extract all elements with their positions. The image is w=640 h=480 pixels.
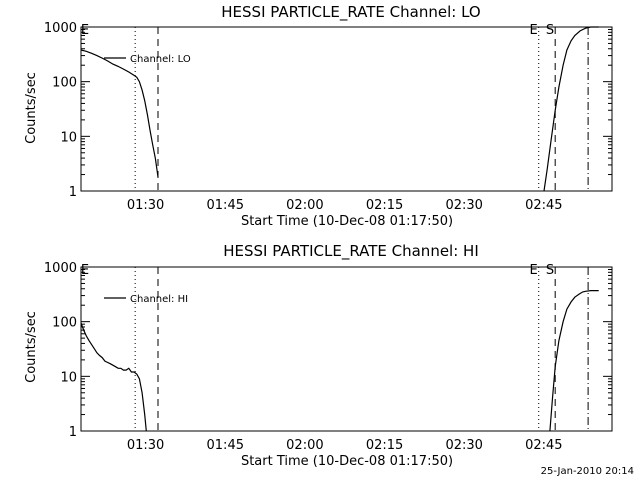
- event-marker-label: S: [546, 23, 554, 38]
- chart-marks: 1 10 100 1000 01:30 01:45 02:00 02:15 02:30 02:45…: [44, 261, 613, 453]
- panel-hi: HESSI PARTICLE_RATE Channel: HI Counts/s…: [24, 242, 613, 469]
- chart-marks: 1 10 100 1000 01:30 01:45 02:00 02:15 02:30 02:45…: [44, 21, 613, 213]
- y-axis-label: Counts/sec: [24, 311, 39, 383]
- x-axis-label: Start Time (10-Dec-08 01:17:50): [241, 454, 453, 469]
- event-marker-label: E: [530, 263, 538, 278]
- y-tick-label: 1000: [44, 261, 77, 276]
- x-tick-label: 01:45: [207, 438, 244, 453]
- y-tick-label: 100: [52, 76, 77, 91]
- x-axis-label: Start Time (10-Dec-08 01:17:50): [241, 214, 453, 229]
- x-tick-label: 02:00: [286, 198, 323, 213]
- data-series-line: [543, 26, 599, 192]
- chart-title: HESSI PARTICLE_RATE Channel: HI: [223, 242, 479, 261]
- data-series-line: [549, 290, 599, 432]
- x-tick-label: 02:15: [366, 438, 403, 453]
- plot-frame: [80, 266, 613, 432]
- x-tick-label: 02:45: [525, 438, 562, 453]
- y-axis-label: Counts/sec: [24, 72, 39, 144]
- x-tick-label: 02:30: [445, 198, 482, 213]
- chart-title: HESSI PARTICLE_RATE Channel: LO: [221, 3, 480, 22]
- y-tick-label: 10: [60, 130, 77, 145]
- event-marker-label: E: [530, 23, 538, 38]
- panel-lo: HESSI PARTICLE_RATE Channel: LO Counts/s…: [24, 3, 613, 229]
- x-tick-label: 02:00: [286, 438, 323, 453]
- event-marker-label: S: [546, 263, 554, 278]
- event-marker-label: E: [81, 263, 89, 278]
- x-tick-label: 02:45: [525, 198, 562, 213]
- x-tick-label: 02:30: [445, 438, 482, 453]
- data-series-line: [80, 49, 159, 178]
- plot-frame: [80, 26, 613, 192]
- legend-label: Channel: HI: [130, 294, 188, 305]
- y-tick-label: 1: [69, 185, 77, 200]
- y-tick-label: 10: [60, 370, 77, 385]
- x-tick-label: 01:45: [207, 198, 244, 213]
- legend-label: Channel: LO: [130, 54, 191, 65]
- x-tick-label: 01:30: [127, 438, 164, 453]
- x-tick-label: 01:30: [127, 198, 164, 213]
- y-tick-label: 1: [69, 425, 77, 440]
- footer-timestamp: 25-Jan-2010 20:14: [541, 466, 634, 477]
- y-tick-label: 1000: [44, 21, 77, 36]
- data-series-line: [80, 322, 147, 432]
- x-tick-label: 02:15: [366, 198, 403, 213]
- event-marker-label: E: [81, 23, 89, 38]
- y-tick-label: 100: [52, 316, 77, 331]
